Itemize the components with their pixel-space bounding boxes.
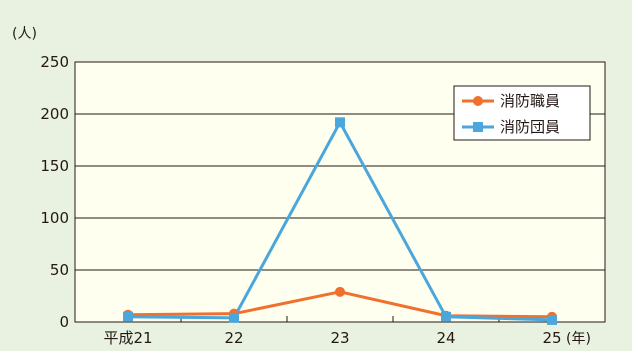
y-tick-label: 50 (50, 261, 69, 279)
data-point (229, 312, 239, 323)
y-tick-label: 150 (40, 157, 69, 175)
data-point (547, 314, 557, 325)
y-tick-label: 250 (40, 53, 69, 71)
x-tick-label: 22 (224, 329, 243, 347)
legend-marker-volunteer (473, 122, 483, 132)
x-tick-label: 24 (436, 329, 455, 347)
data-point (335, 117, 345, 128)
y-tick-label: 200 (40, 105, 69, 123)
legend-label-volunteer: 消防団員 (500, 118, 560, 136)
legend-marker-staff (473, 96, 483, 106)
data-point (123, 311, 133, 322)
x-unit-label: (年) (566, 331, 591, 347)
x-tick-label: 23 (330, 329, 349, 347)
x-tick-label: 25 (542, 329, 561, 347)
y-tick-label: 0 (59, 313, 69, 331)
axis-ticks: 0 50 100 150 200 250 平成21 22 23 24 25 (40, 53, 561, 347)
y-unit-label: (人) (12, 26, 37, 42)
legend-label-staff: 消防職員 (500, 92, 560, 110)
x-tick-label: 平成21 (103, 329, 152, 347)
data-point (335, 286, 345, 297)
y-tick-label: 100 (40, 209, 69, 227)
legend: 消防職員 消防団員 (453, 85, 591, 141)
data-point (441, 311, 451, 322)
grid-lines (75, 113, 605, 271)
series-layer (123, 117, 557, 325)
